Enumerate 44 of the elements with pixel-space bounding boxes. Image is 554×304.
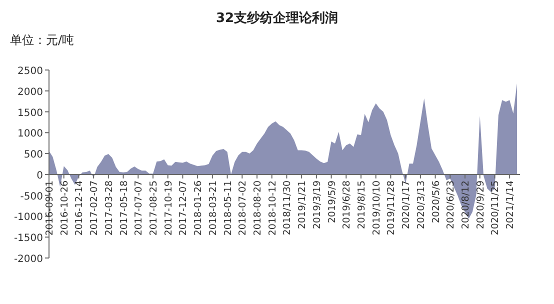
x-tick-label: 2020/9/29 — [475, 180, 486, 230]
x-tick-label: 2019/10/10 — [371, 180, 382, 236]
y-tick-label: -1000 — [14, 212, 43, 224]
x-tick-label: 2017-12-07 — [178, 180, 190, 236]
x-tick-label: 2020/8/12 — [460, 180, 472, 230]
y-tick-label: -1500 — [14, 233, 43, 244]
y-tick-label: 500 — [24, 150, 43, 161]
x-tick-label: 2016-12-14 — [74, 180, 86, 236]
text: 单位：元/吨 — [10, 33, 74, 47]
x-tick-label: 2019/11/28 — [386, 180, 398, 236]
x-tick-label: 2017-08-25 — [148, 180, 160, 236]
x-tick-label: 2019/6/28 — [342, 180, 353, 230]
x-tick-label: 2020/1/17 — [401, 180, 412, 230]
y-tick-label: 2500 — [18, 66, 43, 77]
x-tick-label: 2019/1/21 — [297, 180, 308, 230]
x-tick-label: 2017-10-19 — [163, 180, 174, 236]
x-tick-label: 2018-10-12 — [267, 180, 278, 236]
x-tick-label: 2016-10-26 — [59, 180, 70, 236]
x-tick-label: 2017-05-18 — [118, 180, 130, 236]
x-tick-label: 2021/1/14 — [505, 180, 516, 230]
x-tick-label: 2019/8/15 — [356, 180, 368, 230]
x-tick-label: 2016-09-01 — [44, 180, 56, 236]
x-tick-label: 2018/11/30 — [282, 180, 294, 236]
x-tick-label: 2017-07-07 — [134, 180, 145, 236]
y-tick-label: 0 — [36, 170, 43, 182]
x-tick-label: 2020/5/6 — [430, 180, 442, 224]
x-tick-label: 2018-05-11 — [222, 180, 234, 236]
y-tick-label: 2000 — [18, 86, 43, 98]
y-tick-label: 1500 — [18, 108, 43, 119]
x-tick-label: 2020/6/23 — [446, 180, 457, 230]
chart-title: 32支纱纺企理论利润 — [216, 10, 338, 26]
y-tick-label: -2000 — [14, 254, 43, 265]
x-tick-label: 2017-02-07 — [89, 180, 100, 236]
y-tick-label: -500 — [20, 191, 43, 202]
x-tick-label: 2020/3/13 — [416, 180, 427, 230]
y-tick-label: 1000 — [18, 128, 43, 140]
x-tick-label: 2018-01-26 — [193, 180, 204, 236]
x-tick-label: 2020/11/25 — [490, 180, 502, 236]
x-tick-label: 2018-07-02 — [238, 180, 249, 236]
x-tick-label: 2018-08-20 — [252, 180, 264, 236]
x-tick-label: 2017-03-28 — [104, 180, 115, 236]
x-tick-label: 2018-03-21 — [208, 180, 219, 236]
x-tick-label: 2019/3/19 — [312, 180, 323, 230]
x-tick-label: 2019/5/9 — [326, 180, 338, 224]
